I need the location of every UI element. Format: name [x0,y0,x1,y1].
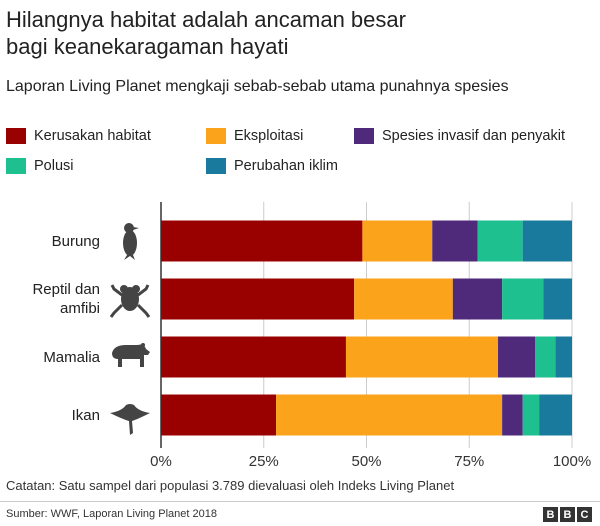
category-label: Reptil dan amfibi [0,280,100,318]
manta-ray-icon [110,404,150,435]
legend-swatch [6,128,26,144]
category-label-line: Reptil dan [32,281,100,298]
category-label-line: Mamalia [43,348,100,366]
bar-segment [477,220,523,262]
legend-item: Spesies invasif dan penyakit [354,128,565,144]
legend: Kerusakan habitat Eksploitasi Spesies inva… [6,124,600,184]
x-tick-label: 0% [150,453,172,470]
bear-icon [112,343,150,367]
legend-item: Kerusakan habitat [6,128,151,144]
bar-segment [502,394,523,436]
bar-segment [161,220,363,262]
chart-subtitle: Laporan Living Planet mengkaji sebab-seb… [6,78,509,95]
bird-icon [123,223,139,260]
legend-item: Polusi [6,158,74,174]
legend-swatch [354,128,374,144]
logo-letter: C [577,507,592,522]
x-tick-label: 100% [553,453,591,470]
bar-segment [161,394,277,436]
bar-segment [555,336,572,378]
bar-segment [276,394,503,436]
category-label-line: amfibi [59,300,100,317]
bar-segment [535,336,556,378]
legend-swatch [6,158,26,174]
bar-segment [354,278,453,320]
x-tick-label: 25% [249,453,279,470]
bar-segment [161,278,355,320]
footer-divider [0,501,600,502]
chart-title: Hilangnya habitat adalah ancaman besar b… [6,6,596,60]
title-line-2: bagi keanekaragaman hayati [6,34,289,59]
chart-source: Sumber: WWF, Laporan Living Planet 2018 [6,508,217,520]
bar-segment [432,220,478,262]
chart-note: Catatan: Satu sampel dari populasi 3.789… [6,478,455,493]
bar-segment [502,278,544,320]
legend-swatch [206,158,226,174]
legend-label: Eksploitasi [234,128,304,144]
x-tick-label: 50% [351,453,381,470]
frog-icon [109,284,151,318]
category-label: Ikan [0,406,100,425]
legend-label: Perubahan iklim [234,158,338,174]
bar-segment [498,336,536,378]
bar-segment [452,278,503,320]
legend-label: Polusi [34,158,74,174]
bbc-logo: B B C [543,507,592,522]
category-label: Mamalia [0,348,100,367]
bar-segment [543,278,572,320]
x-tick-label: 75% [454,453,484,470]
legend-swatch [206,128,226,144]
bar-segment [161,336,346,378]
legend-item: Eksploitasi [206,128,303,144]
category-label-line: Burung [51,232,100,250]
legend-label: Spesies invasif dan penyakit [382,128,565,144]
bar-segment [345,336,499,378]
logo-letter: B [560,507,575,522]
bar-segment [539,394,572,436]
bar-segment [522,394,540,436]
title-line-1: Hilangnya habitat adalah ancaman besar [6,7,406,32]
legend-item: Perubahan iklim [206,158,338,174]
bar-segment [362,220,433,262]
legend-label: Kerusakan habitat [34,128,151,144]
logo-letter: B [543,507,558,522]
bar-segment [522,220,572,262]
category-label-line: Ikan [71,406,100,424]
category-label: Burung [0,232,100,251]
